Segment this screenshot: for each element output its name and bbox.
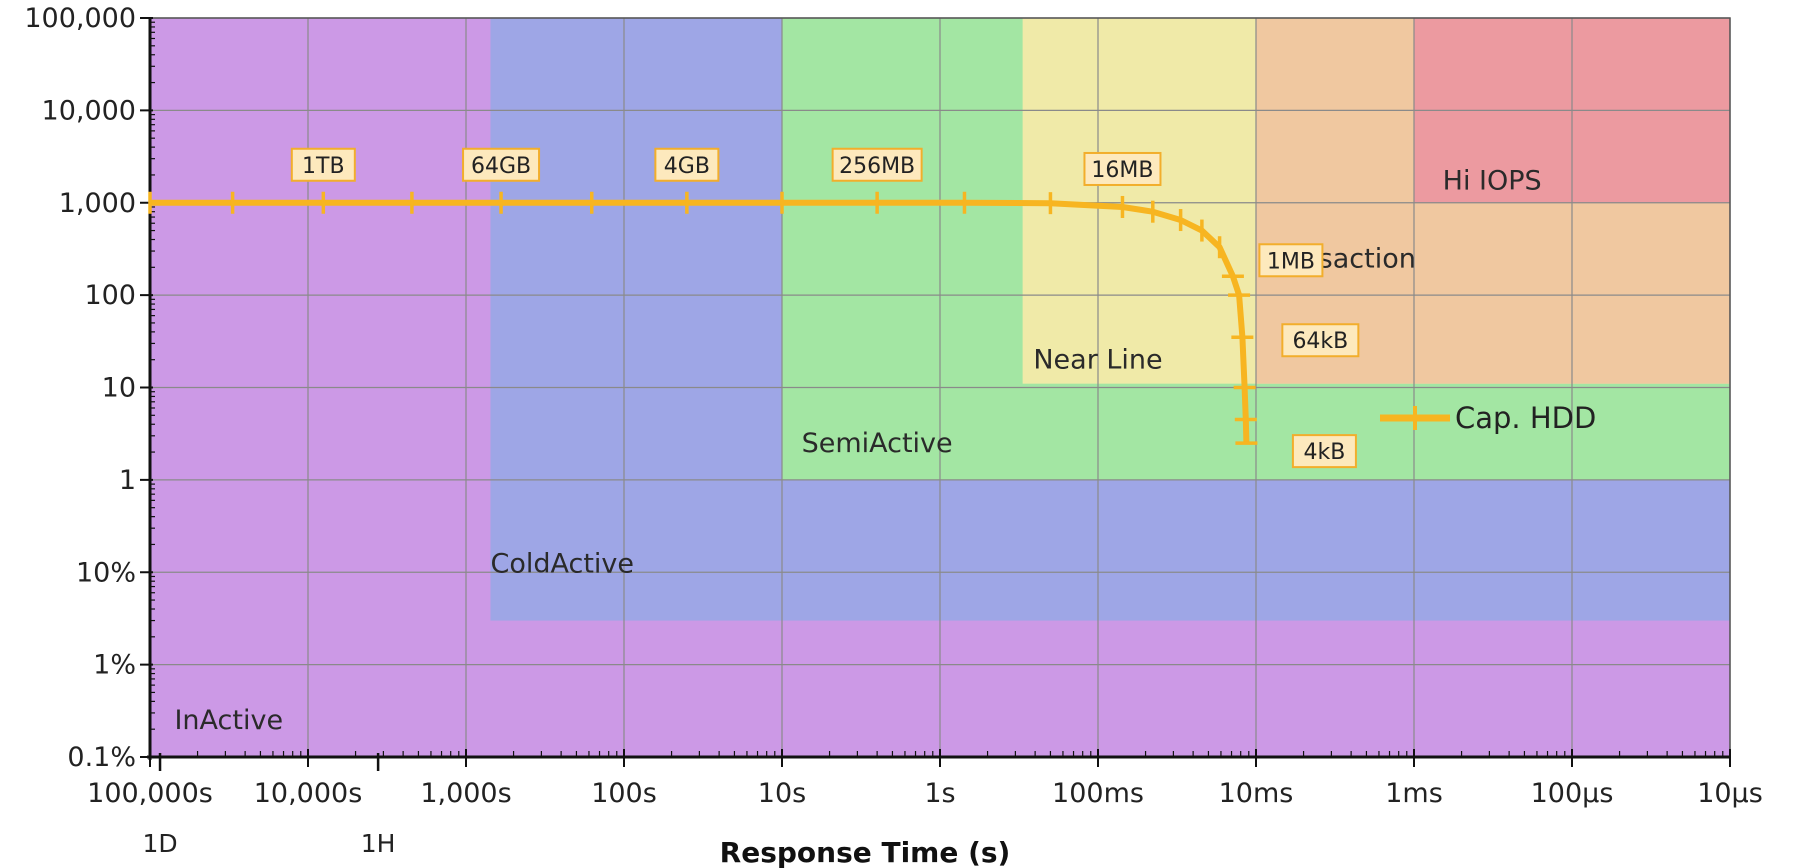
x-tick-label: 100µs [1531, 778, 1614, 809]
region-label-hi-iops: Hi IOPS [1443, 165, 1542, 196]
y-tick-label: 100 [84, 280, 136, 311]
legend: Cap. HDD [1380, 401, 1596, 435]
region-label-near-line: Near Line [1033, 345, 1162, 376]
x-tick-label: 10s [758, 778, 806, 809]
point-label-box [831, 147, 923, 182]
y-tick-label: 1,000 [59, 188, 136, 219]
point-label: 64GB [471, 154, 531, 179]
y-tick-label: 1 [119, 465, 136, 496]
point-label: 64kB [1292, 329, 1348, 354]
x-axis-title: Response Time (s) [720, 836, 1011, 868]
y-tick-label: 0.1% [67, 742, 136, 773]
y-tick-label: 1% [93, 650, 136, 681]
legend-label: Cap. HDD [1455, 401, 1596, 435]
axes: 100,000 10,000 1,000 100 10 1 10% 1% 0.1% 100,000… [24, 3, 1762, 858]
x-sub-tick-label: 1D [142, 829, 177, 858]
point-label-box [1258, 243, 1324, 278]
x-tick-label: 10µs [1697, 778, 1763, 809]
x-sub-tick-label: 1H [361, 829, 396, 858]
series [148, 191, 1258, 445]
x-tick-label: 100s [591, 778, 657, 809]
point-label: 4GB [664, 154, 710, 179]
point-label-box [654, 147, 720, 182]
x-tick-label: 100ms [1052, 778, 1144, 809]
region-label-inactive: InActive [174, 705, 283, 736]
point-label-box [462, 147, 541, 182]
x-tick-label: 1ms [1385, 778, 1443, 809]
region-label-coldactive: ColdActive [490, 548, 634, 579]
y-tick-label: 10 [102, 373, 136, 404]
point-label-box [1083, 151, 1162, 186]
region-label-semiactive: SemiActive [802, 428, 953, 459]
point-label-box [1281, 323, 1360, 358]
regions [150, 18, 1731, 757]
point-labels: 1TB 64GB 4GB 256MB 16MB 1MB 64kB 4kB [290, 147, 1360, 469]
point-label-box [290, 147, 356, 182]
x-tick-label: 10,000s [254, 778, 363, 809]
point-label: 16MB [1091, 158, 1153, 183]
x-tick-label: 100,000s [87, 778, 213, 809]
y-tick-label: 10% [76, 557, 136, 588]
x-tick-label: 1,000s [420, 778, 511, 809]
point-label: 256MB [839, 154, 915, 179]
point-label: 1TB [302, 154, 345, 179]
point-label-box [1291, 434, 1357, 469]
y-tick-label: 10,000 [42, 95, 136, 126]
point-label: 1MB [1267, 249, 1315, 274]
y-tick-label: 100,000 [24, 3, 136, 34]
x-tick-label: 10ms [1219, 778, 1294, 809]
series-line-cap-hdd [150, 199, 1250, 444]
point-label: 4kB [1303, 440, 1345, 465]
x-tick-label: 1s [924, 778, 955, 809]
